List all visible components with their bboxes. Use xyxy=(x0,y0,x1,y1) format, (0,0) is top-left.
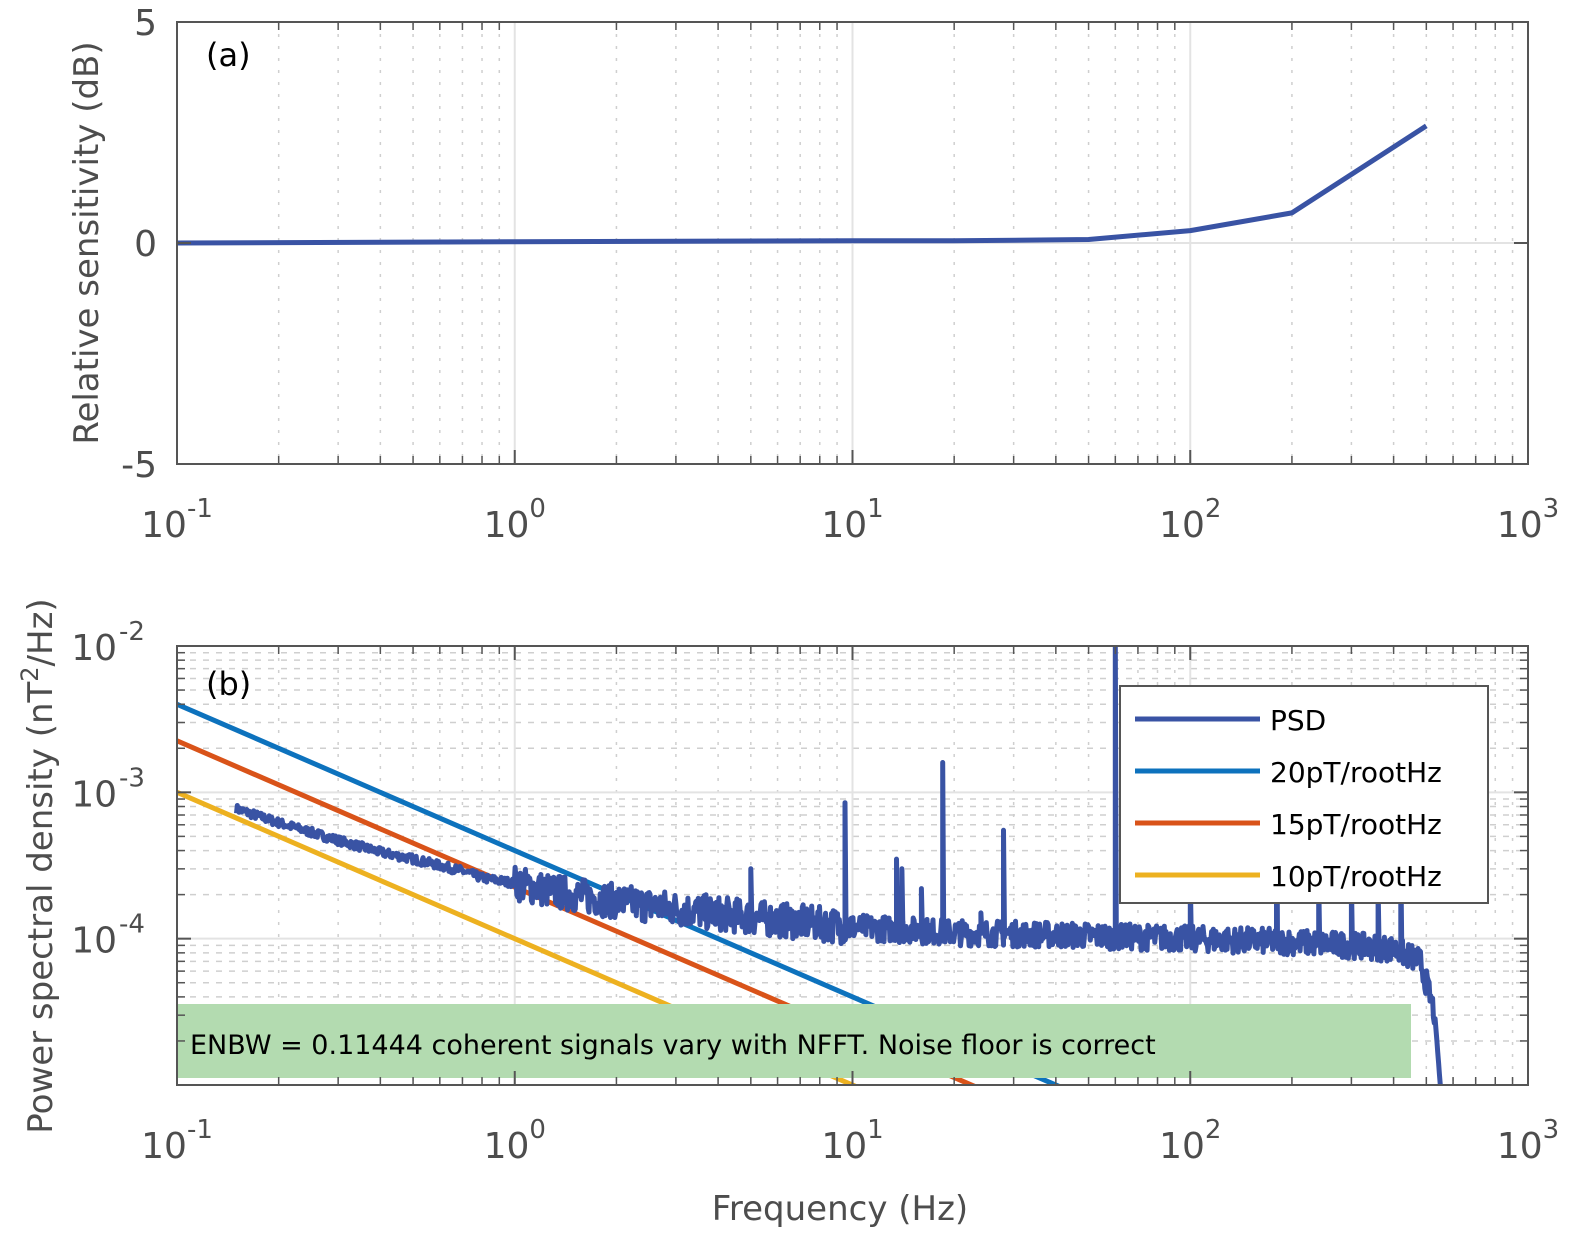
panel-b-ticks xyxy=(176,645,1529,1085)
x-tick-label: 103 xyxy=(1497,1115,1559,1167)
psd-line xyxy=(234,646,1443,1085)
x-tick-label: 100 xyxy=(484,494,546,546)
panel-b-x-tick-labels: 10-1 100 101 102 103 xyxy=(141,1115,1559,1167)
panel-b-x-axis-title: Frequency (Hz) xyxy=(712,1189,968,1229)
panel-a-y-axis-title: Relative sensitivity (dB) xyxy=(67,41,107,444)
x-tick-label: 100 xyxy=(484,1115,546,1167)
legend: PSD 20pT/rootHz 15pT/rootHz 10pT/rootHz xyxy=(1119,685,1489,904)
x-tick-label: 103 xyxy=(1497,494,1559,546)
panel-a-ticks xyxy=(176,21,1529,465)
x-tick-label: 10-1 xyxy=(141,1115,213,1167)
y-axis-title-superscript: 2 xyxy=(16,666,44,681)
x-tick-label: 101 xyxy=(821,1115,883,1167)
annotation-box: ENBW = 0.11444 coherent signals vary wit… xyxy=(177,1004,1411,1078)
panel-b-y-tick-labels: 10-210-310-4 xyxy=(71,617,145,962)
legend-box xyxy=(1119,685,1489,904)
y-tick-label: -5 xyxy=(121,445,157,486)
y-tick-label: 10 xyxy=(71,921,117,962)
panel-a-y-tick-labels: 5 0 -5 xyxy=(121,3,157,486)
legend-label: 15pT/rootHz xyxy=(1270,808,1442,841)
y-tick-label: 5 xyxy=(134,3,157,44)
annotation-text: ENBW = 0.11444 coherent signals vary wit… xyxy=(190,1030,1156,1061)
y-tick-label: 10 xyxy=(71,774,117,815)
panel-a-series xyxy=(177,123,1428,246)
x-tick-label: 102 xyxy=(1159,1115,1221,1167)
reference-line-20ptroothz xyxy=(177,701,1063,1085)
sensitivity-line xyxy=(177,123,1428,246)
legend-label: 10pT/rootHz xyxy=(1270,860,1442,893)
panel-a: 10-1 100 101 102 103 5 0 -5 (a) Relative sensi… xyxy=(67,3,1559,546)
y-tick-label: 10 xyxy=(71,628,117,669)
x-tick-label: 102 xyxy=(1159,494,1221,546)
y-tick-label-exponent: -2 xyxy=(119,617,145,647)
annotation-background xyxy=(177,1004,1411,1078)
panel-a-label: (a) xyxy=(206,36,251,74)
legend-label: PSD xyxy=(1270,704,1326,737)
panel-b-label: (b) xyxy=(206,665,251,703)
y-tick-label-exponent: -4 xyxy=(119,910,145,940)
x-tick-label: 101 xyxy=(821,494,883,546)
x-tick-label: 10-1 xyxy=(141,494,213,546)
legend-label: 20pT/rootHz xyxy=(1270,756,1442,789)
panel-b: ENBW = 0.11444 coherent signals vary wit… xyxy=(16,598,1559,1229)
y-axis-title-tail: /Hz) xyxy=(21,598,61,666)
panel-a-x-tick-labels: 10-1 100 101 102 103 xyxy=(141,494,1559,546)
panel-b-y-axis-title: Power spectral density (nT2/Hz) xyxy=(16,598,61,1133)
y-tick-label: 0 xyxy=(134,224,157,265)
y-tick-label-exponent: -3 xyxy=(119,763,145,793)
y-axis-title-main: Power spectral density (nT xyxy=(21,682,61,1134)
